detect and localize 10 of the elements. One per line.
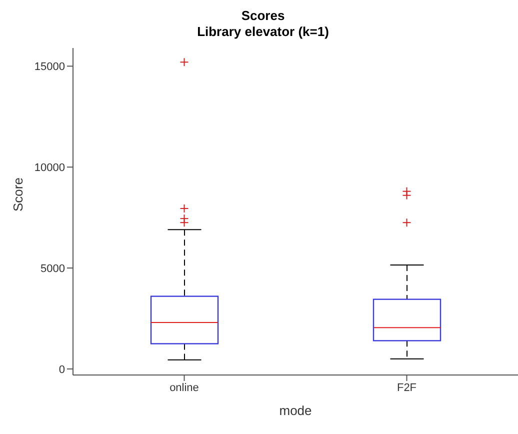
y-tick-label: 0 — [58, 364, 65, 376]
y-axis-title: Score — [10, 178, 26, 212]
y-tick-label: 15000 — [34, 61, 65, 74]
y-tick-label: 10000 — [34, 162, 65, 174]
chart-title: Scores — [240, 8, 286, 24]
x-tick-label: online — [170, 382, 199, 394]
y-tick-label: 5000 — [40, 262, 65, 275]
x-tick-label: F2F — [396, 382, 417, 394]
chart-subtitle: Library elevator (k=1) — [196, 24, 330, 40]
x-axis-title: mode — [279, 403, 312, 418]
